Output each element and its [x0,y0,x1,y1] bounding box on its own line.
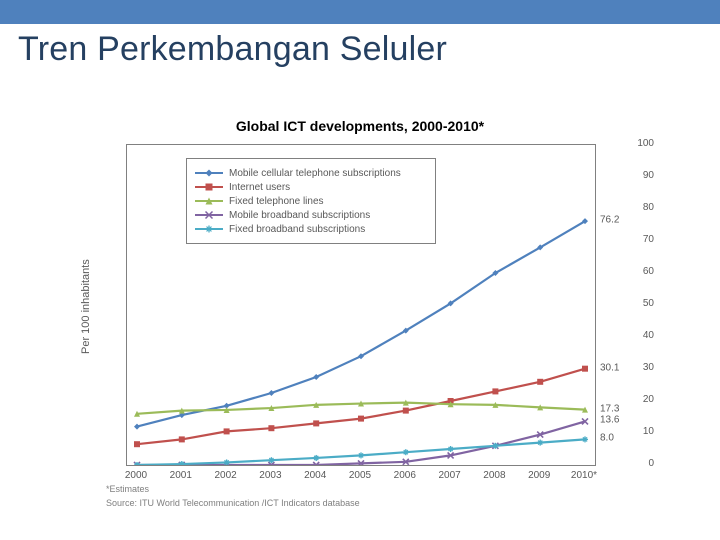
legend-swatch-icon [195,223,223,235]
x-tick-label: 2000 [125,470,147,481]
slide-title: Tren Perkembangan Seluler [0,24,720,69]
chart-title: Global ICT developments, 2000-2010* [66,118,654,134]
legend-swatch-icon [195,195,223,207]
y-tick-label: 90 [600,171,654,181]
legend-swatch-icon [195,209,223,221]
x-tick-label: 2008 [483,470,505,481]
x-tick-label: 2002 [214,470,236,481]
x-tick-label: 2004 [304,470,326,481]
series-end-label: 17.3 [600,403,619,414]
footnote-source: Source: ITU World Telecommunication /ICT… [106,498,360,508]
x-tick-label: 2003 [259,470,281,481]
series-end-label: 13.6 [600,415,619,426]
legend-label: Fixed telephone lines [229,196,324,207]
series-end-label: 76.2 [600,215,619,226]
legend-swatch-icon [195,167,223,179]
legend-swatch-icon [195,181,223,193]
x-tick-label: 2005 [349,470,371,481]
y-tick-label: 40 [600,331,654,341]
y-tick-label: 0 [600,459,654,469]
x-tick-label: 2006 [394,470,416,481]
legend-item: Fixed telephone lines [195,195,425,207]
y-axis-title: Per 100 inhabitants [80,259,92,354]
legend-label: Internet users [229,182,290,193]
legend-item: Fixed broadband subscriptions [195,223,425,235]
legend-item: Mobile cellular telephone subscriptions [195,167,425,179]
y-tick-label: 60 [600,267,654,277]
legend-item: Mobile broadband subscriptions [195,209,425,221]
y-tick-label: 80 [600,203,654,213]
legend-label: Fixed broadband subscriptions [229,224,365,235]
legend-label: Mobile broadband subscriptions [229,210,370,221]
series-end-label: 8.0 [600,433,614,444]
legend-item: Internet users [195,181,425,193]
legend: Mobile cellular telephone subscriptions I… [186,158,436,244]
series-end-label: 30.1 [600,362,619,373]
chart-container: Global ICT developments, 2000-2010* 0102… [66,114,654,518]
y-tick-label: 70 [600,235,654,245]
slide-top-bar [0,0,720,24]
x-tick-label: 2007 [438,470,460,481]
x-tick-label: 2009 [528,470,550,481]
y-tick-label: 50 [600,299,654,309]
y-tick-label: 100 [600,139,654,149]
x-tick-label: 2001 [170,470,192,481]
footnote-estimates: *Estimates [106,484,149,494]
x-tick-label: 2010* [571,470,597,481]
legend-label: Mobile cellular telephone subscriptions [229,168,401,179]
